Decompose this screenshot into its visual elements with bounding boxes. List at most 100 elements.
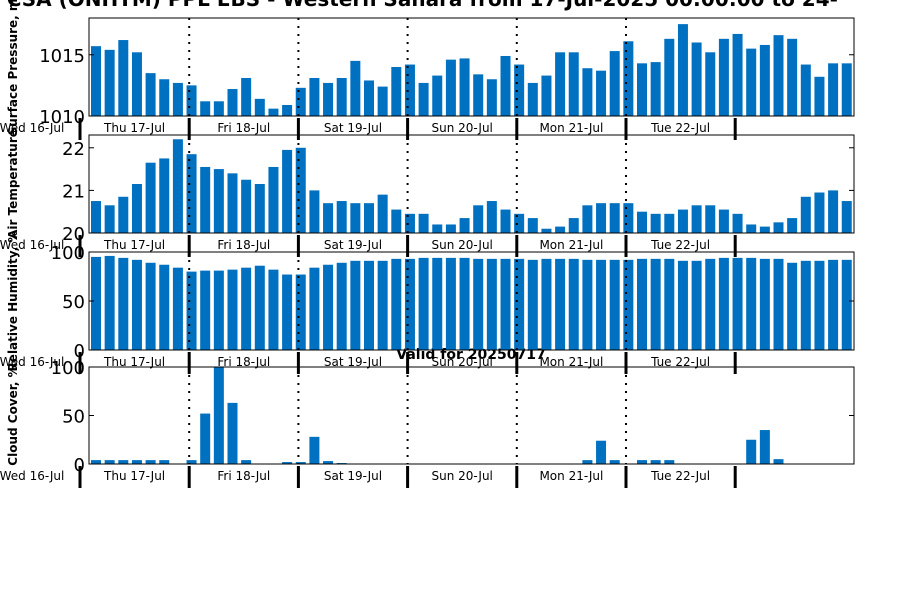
bar — [200, 413, 211, 464]
bar — [732, 33, 743, 116]
bar — [295, 87, 306, 116]
y-tick-label: 50 — [62, 407, 85, 428]
bar — [418, 213, 429, 233]
y-tick-label: 20 — [62, 224, 85, 245]
x-day-label: Mon 21-Jul — [539, 469, 603, 483]
bar — [841, 201, 852, 233]
x-start-label: Wed 16-Jul — [0, 238, 64, 252]
bar — [828, 190, 839, 233]
bar — [814, 76, 825, 116]
x-day-label: Thu 17-Jul — [103, 121, 165, 135]
x-day-label: Tue 22-Jul — [650, 121, 710, 135]
plot-frame — [88, 17, 855, 117]
bar — [104, 49, 115, 116]
bar — [568, 258, 579, 350]
bar — [773, 35, 784, 116]
x-day-label: Sat 19-Jul — [324, 121, 382, 135]
bar — [500, 209, 511, 233]
bar — [241, 460, 252, 464]
bar — [514, 213, 525, 233]
valid-for-label: Valid for 20250717 — [396, 347, 545, 363]
bar — [759, 226, 770, 233]
x-day-label: Mon 21-Jul — [539, 238, 603, 252]
bar — [473, 205, 484, 233]
x-day-label: Fri 18-Jul — [217, 238, 270, 252]
bar — [172, 82, 183, 116]
x-day-label: Tue 22-Jul — [650, 469, 710, 483]
bar — [172, 139, 183, 233]
bar — [459, 58, 470, 116]
x-day-label: Thu 17-Jul — [103, 238, 165, 252]
bar — [596, 440, 607, 464]
bar — [391, 209, 402, 233]
bar — [541, 228, 552, 233]
bar — [746, 48, 757, 117]
bar — [486, 79, 497, 116]
bar — [227, 402, 238, 464]
bar — [486, 258, 497, 350]
bar — [500, 258, 511, 350]
y-tick-label: 1015 — [39, 46, 85, 67]
bar — [391, 258, 402, 350]
bar — [254, 98, 265, 116]
bar — [91, 46, 101, 116]
bar — [432, 257, 443, 350]
bar — [623, 41, 634, 116]
bar — [527, 82, 538, 116]
bar — [309, 78, 320, 116]
bar — [759, 44, 770, 117]
x-day-label: Thu 17-Jul — [103, 355, 165, 369]
bar — [145, 73, 156, 117]
bar — [691, 260, 702, 350]
bar — [213, 101, 224, 116]
bar — [759, 430, 770, 464]
bar — [623, 259, 634, 350]
bar — [445, 257, 456, 350]
x-day-label: Sat 19-Jul — [324, 469, 382, 483]
bar — [500, 55, 511, 116]
bar — [404, 258, 415, 350]
bar — [295, 462, 306, 464]
bar — [677, 209, 688, 233]
bar — [336, 201, 347, 233]
x-day-label: Fri 18-Jul — [217, 121, 270, 135]
bar — [418, 257, 429, 350]
bar — [568, 218, 579, 233]
bar — [213, 270, 224, 350]
x-day-label: Mon 21-Jul — [539, 355, 603, 369]
bar — [186, 154, 197, 233]
bar — [323, 461, 334, 464]
y-tick-label: 1010 — [39, 107, 85, 128]
bar — [637, 211, 647, 233]
x-day-label: Sun 20-Jul — [432, 121, 493, 135]
bar — [391, 67, 402, 116]
bar — [377, 194, 388, 233]
bar — [582, 460, 593, 464]
figure-title: o CSA (ONHTM) PPL EBS - Western Sahara f… — [0, 0, 838, 11]
bar — [323, 82, 334, 116]
bar — [91, 460, 101, 464]
bar — [118, 196, 129, 233]
bar — [650, 258, 661, 350]
bar — [309, 190, 320, 233]
bar — [131, 52, 142, 116]
bar — [432, 75, 443, 116]
bar — [254, 184, 265, 233]
bar — [773, 459, 784, 464]
x-day-label: Sat 19-Jul — [324, 355, 382, 369]
bar — [527, 259, 538, 350]
y-axis-label: Air Temperature — [6, 129, 20, 239]
bar — [159, 158, 170, 233]
bar — [336, 262, 347, 350]
bar — [445, 224, 456, 233]
bar — [200, 166, 211, 233]
bar — [527, 218, 538, 233]
bar — [377, 86, 388, 116]
bar — [282, 104, 293, 116]
bar — [295, 147, 306, 233]
bar — [841, 259, 852, 350]
bar — [596, 70, 607, 116]
bar — [637, 258, 647, 350]
bar — [213, 367, 224, 464]
